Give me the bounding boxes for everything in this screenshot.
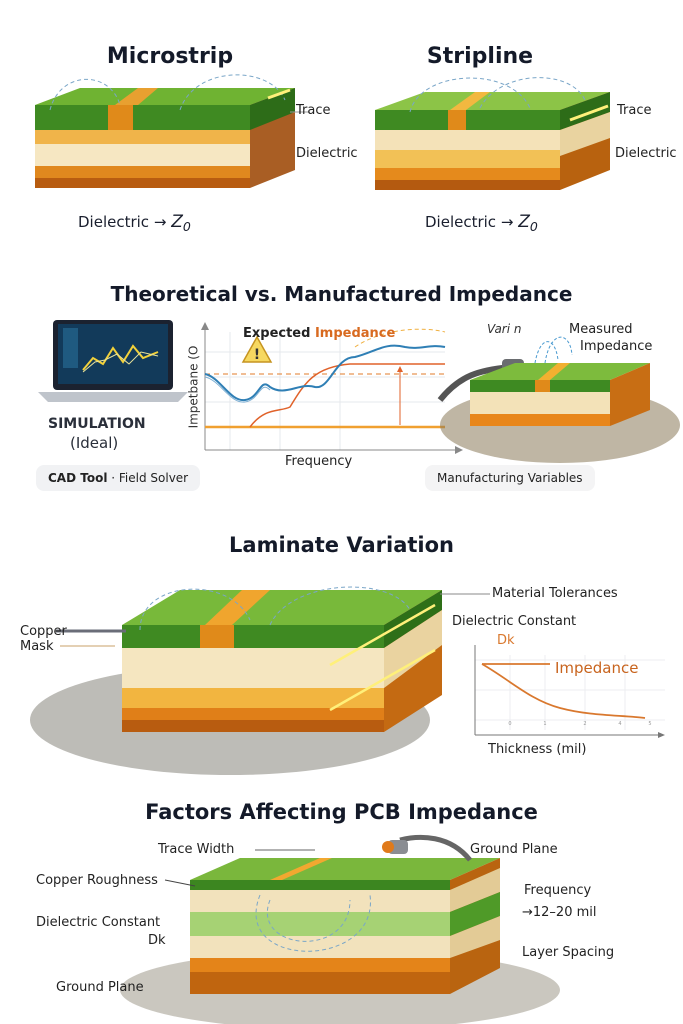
factors-title: Factors Affecting PCB Impedance xyxy=(145,800,538,824)
variation-label: Vari n xyxy=(487,322,522,336)
trace-width-label: Trace Width xyxy=(158,842,235,857)
svg-text:5: 5 xyxy=(648,721,651,727)
measured-label-line1: Measured xyxy=(569,322,633,337)
impedance-chart: ! xyxy=(201,322,463,454)
stripline-stackup-illustration xyxy=(375,77,610,190)
z-symbol: Z xyxy=(518,212,530,232)
dk-chart-x-label: Thickness (mil) xyxy=(488,742,587,757)
caption-text: Dielectric xyxy=(78,213,150,231)
chart-title: Expected Impedance xyxy=(243,326,395,341)
svg-text:4: 4 xyxy=(618,721,621,727)
theoretical-title: Theoretical vs. Manufactured Impedance xyxy=(110,282,573,306)
dk-chart-title: Dk xyxy=(497,633,515,648)
dk-thickness-chart: 0 1 2 4 5 xyxy=(474,645,665,738)
ground-plane-top-label: Ground Plane xyxy=(470,842,558,857)
svg-text:1: 1 xyxy=(543,721,546,727)
measured-label-line2: Impedance xyxy=(580,339,653,354)
frequency-label: Frequency xyxy=(524,883,592,898)
ground-plane-bottom-label: Ground Plane xyxy=(56,980,144,995)
measured-board-illustration xyxy=(437,336,680,463)
mask-leader-line xyxy=(60,645,115,647)
cad-tool-pill: CAD Tool · Field Solver xyxy=(36,465,201,491)
z-symbol: Z xyxy=(171,212,183,232)
chart-x-axis-label: Frequency xyxy=(285,454,353,469)
z-subscript: 0 xyxy=(182,219,191,234)
factors-stackup-illustration xyxy=(120,834,560,1024)
material-tolerances-label: Material Tolerances xyxy=(492,586,618,601)
microstrip-stackup-illustration xyxy=(35,74,295,188)
chart-title-impedance: Impedance xyxy=(314,326,396,341)
laminate-stackup-illustration xyxy=(30,586,442,775)
dielectric-constant-factor-label: Dielectric Constant xyxy=(36,915,161,930)
dk-factor-label: Dk xyxy=(148,933,166,948)
arrow-right-icon: → xyxy=(153,213,172,231)
copper-label: Copper xyxy=(20,624,67,639)
z-subscript: 0 xyxy=(529,219,538,234)
caption-text: Dielectric xyxy=(425,213,497,231)
dielectric-constant-label: Dielectric Constant xyxy=(452,614,577,629)
svg-text:2: 2 xyxy=(583,721,586,727)
copper-roughness-label: Copper Roughness xyxy=(36,873,158,888)
stripline-trace-label: Trace xyxy=(617,103,652,118)
trace-width-leader xyxy=(255,849,315,851)
warning-triangle-icon xyxy=(241,335,273,363)
chart-title-expected: Expected xyxy=(243,326,311,341)
field-solver-text: · Field Solver xyxy=(111,471,189,485)
microstrip-trace-leader xyxy=(290,111,310,113)
copper-roughness-leader xyxy=(164,879,196,887)
dk-chart-legend-impedance: Impedance xyxy=(555,659,639,677)
laptop-simulation-illustration xyxy=(38,320,188,402)
microstrip-title: Microstrip xyxy=(106,44,234,69)
svg-text:0: 0 xyxy=(508,721,511,727)
microstrip-caption: Dielectric → Z0 xyxy=(78,212,191,234)
microstrip-dielectric-label: Dielectric xyxy=(296,146,358,161)
simulation-label: SIMULATION xyxy=(48,416,146,432)
svg-text:!: ! xyxy=(254,347,260,363)
manufacturing-variables-pill: Manufacturing Variables xyxy=(425,465,595,491)
chart-y-axis-label: Impetbane (O xyxy=(186,345,201,429)
microstrip-trace-label: Trace xyxy=(296,103,331,118)
mask-label: Mask xyxy=(20,639,54,654)
layer-spacing-label: Layer Spacing xyxy=(522,945,615,960)
laminate-title: Laminate Variation xyxy=(229,533,454,557)
stripline-title: Stripline xyxy=(426,44,534,69)
simulation-sublabel: (Ideal) xyxy=(70,434,119,452)
stripline-caption: Dielectric → Z0 xyxy=(425,212,538,234)
mil-range-label: →12–20 mil xyxy=(522,905,597,920)
cad-tool-text: CAD Tool xyxy=(48,471,108,485)
material-tolerances-leader xyxy=(440,593,490,595)
arrow-right-icon: → xyxy=(500,213,519,231)
copper-leader-line xyxy=(56,629,126,633)
stripline-dielectric-label: Dielectric xyxy=(615,146,677,161)
